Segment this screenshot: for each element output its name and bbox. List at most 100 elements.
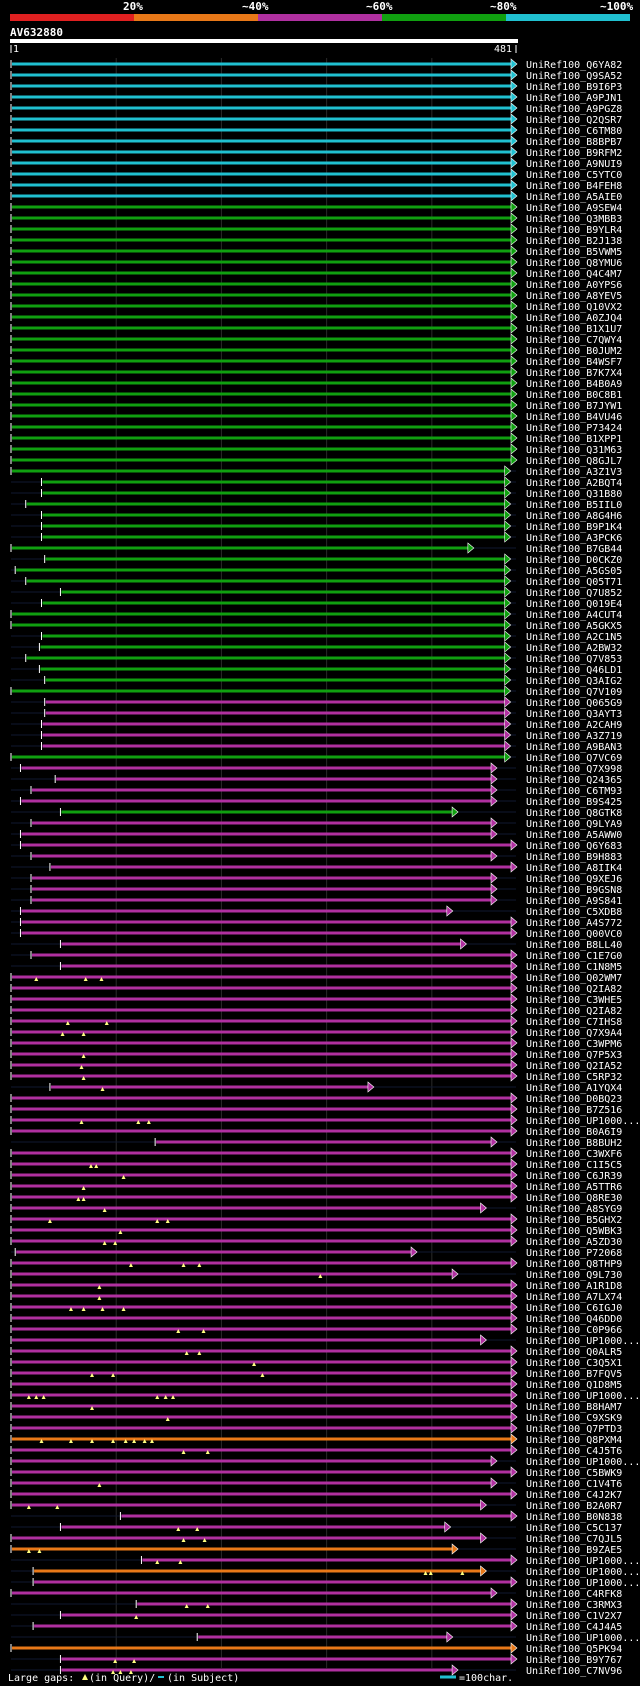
hit-label[interactable]: UniRef100_Q3AYT3 xyxy=(526,709,622,720)
hit-row[interactable]: UniRef100_A5TTR6 xyxy=(10,1180,622,1193)
hit-label[interactable]: UniRef100_C6TM80 xyxy=(526,126,622,137)
hit-label[interactable]: UniRef100_Q8YMU6 xyxy=(526,258,622,269)
hit-row[interactable]: UniRef100_A2C1N5 xyxy=(11,630,622,643)
hit-row[interactable]: UniRef100_A4S772 xyxy=(11,916,622,929)
hit-label[interactable]: UniRef100_A0ZJQ4 xyxy=(526,313,622,324)
hit-row[interactable]: UniRef100_C5C137 xyxy=(11,1521,622,1534)
hit-label[interactable]: UniRef100_Q8GJL7 xyxy=(526,456,622,467)
hit-row[interactable]: UniRef100_B5GHX2 xyxy=(10,1213,622,1226)
hit-label[interactable]: UniRef100_Q31M63 xyxy=(526,445,622,456)
hit-row[interactable]: UniRef100_B9Y767 xyxy=(11,1653,622,1666)
hit-label[interactable]: UniRef100_C7IHS8 xyxy=(526,1017,622,1028)
hit-row[interactable]: UniRef100_P72068 xyxy=(11,1246,622,1259)
hit-label[interactable]: UniRef100_D0CKZ0 xyxy=(526,555,622,566)
hit-row[interactable]: UniRef100_Q6Y683 xyxy=(11,839,622,852)
hit-label[interactable]: UniRef100_UP1000... xyxy=(526,1336,640,1347)
hit-row[interactable]: UniRef100_Q7U852 xyxy=(11,586,622,599)
hit-row[interactable]: UniRef100_Q46DD0 xyxy=(10,1312,622,1325)
hit-row[interactable]: UniRef100_C3Q5X1 xyxy=(10,1356,622,1369)
hit-label[interactable]: UniRef100_B4FEH8 xyxy=(526,181,622,192)
hit-label[interactable]: UniRef100_Q7VC69 xyxy=(526,753,622,764)
hit-label[interactable]: UniRef100_Q2IA82 xyxy=(526,984,622,995)
hit-row[interactable]: UniRef100_A9PGZ8 xyxy=(10,102,622,115)
hit-row[interactable]: UniRef100_C5RP32 xyxy=(10,1070,622,1083)
hit-row[interactable]: UniRef100_Q3MBB3 xyxy=(10,212,622,225)
hit-label[interactable]: UniRef100_Q7V853 xyxy=(526,654,622,665)
hit-row[interactable]: UniRef100_Q2IA82 xyxy=(10,982,622,995)
hit-row[interactable]: UniRef100_B9S425 xyxy=(11,795,622,808)
hit-row[interactable]: UniRef100_A1R1D8 xyxy=(10,1279,622,1292)
hit-row[interactable]: UniRef100_A8YEV5 xyxy=(10,289,622,302)
hit-label[interactable]: UniRef100_C6IGJ0 xyxy=(526,1303,622,1314)
hit-label[interactable]: UniRef100_B9H883 xyxy=(526,852,622,863)
hit-label[interactable]: UniRef100_C6TM93 xyxy=(526,786,622,797)
hit-row[interactable]: UniRef100_A8G4H6 xyxy=(11,509,622,522)
hit-row[interactable]: UniRef100_A0ZJQ4 xyxy=(10,311,622,324)
hit-label[interactable]: UniRef100_Q05T71 xyxy=(526,577,622,588)
hit-row[interactable]: UniRef100_Q31M63 xyxy=(10,443,622,456)
hit-label[interactable]: UniRef100_Q9XEJ6 xyxy=(526,874,622,885)
hit-label[interactable]: UniRef100_C5C137 xyxy=(526,1523,622,1534)
hit-row[interactable]: UniRef100_A9NUI9 xyxy=(10,157,622,170)
hit-row[interactable]: UniRef100_B5IIL0 xyxy=(11,498,622,511)
hit-label[interactable]: UniRef100_Q9LYA9 xyxy=(526,819,622,830)
hit-row[interactable]: UniRef100_B0N838 xyxy=(11,1510,622,1523)
hit-label[interactable]: UniRef100_A9PJN1 xyxy=(526,93,622,104)
hit-row[interactable]: UniRef100_Q2IA82 xyxy=(10,1004,622,1017)
hit-row[interactable]: UniRef100_A5AWW0 xyxy=(11,828,622,841)
hit-row[interactable]: UniRef100_B7FQV5 xyxy=(10,1367,622,1380)
hit-label[interactable]: UniRef100_C6JR39 xyxy=(526,1171,622,1182)
hit-label[interactable]: UniRef100_Q0ALR5 xyxy=(526,1347,622,1358)
hit-label[interactable]: UniRef100_C4J2K7 xyxy=(526,1490,622,1501)
hit-label[interactable]: UniRef100_A7LX74 xyxy=(526,1292,622,1303)
hit-label[interactable]: UniRef100_C4J5T6 xyxy=(526,1446,622,1457)
hit-row[interactable]: UniRef100_A5GKX5 xyxy=(10,619,622,632)
hit-row[interactable]: UniRef100_Q7X9A4 xyxy=(10,1026,622,1039)
hit-label[interactable]: UniRef100_UP1000... xyxy=(526,1457,640,1468)
hit-row[interactable]: UniRef100_A2BW32 xyxy=(11,641,622,654)
hit-row[interactable]: UniRef100_Q46LD1 xyxy=(11,663,622,676)
hit-label[interactable]: UniRef100_A9BAN3 xyxy=(526,742,622,753)
hit-label[interactable]: UniRef100_B7JYW1 xyxy=(526,401,622,412)
hit-row[interactable]: UniRef100_Q019E4 xyxy=(11,597,622,610)
hit-label[interactable]: UniRef100_B4WSF7 xyxy=(526,357,622,368)
hit-row[interactable]: UniRef100_UP1000... xyxy=(11,1631,640,1644)
hit-row[interactable]: UniRef100_Q7V109 xyxy=(10,685,622,698)
hit-row[interactable]: UniRef100_Q8YMU6 xyxy=(10,256,622,269)
hit-row[interactable]: UniRef100_A3PCK6 xyxy=(11,531,622,544)
hit-row[interactable]: UniRef100_Q7PTD3 xyxy=(10,1422,622,1435)
hit-label[interactable]: UniRef100_C5XDB8 xyxy=(526,907,622,918)
hit-row[interactable]: UniRef100_B1XPP1 xyxy=(10,432,622,445)
hit-label[interactable]: UniRef100_Q8PXM4 xyxy=(526,1435,622,1446)
hit-label[interactable]: UniRef100_A8IIK4 xyxy=(526,863,622,874)
hit-row[interactable]: UniRef100_B9H883 xyxy=(11,850,622,863)
hit-row[interactable]: UniRef100_C9XSK9 xyxy=(10,1411,622,1424)
hit-row[interactable]: UniRef100_A5GS05 xyxy=(11,564,622,577)
hit-label[interactable]: UniRef100_C1V2X7 xyxy=(526,1611,622,1622)
hit-label[interactable]: UniRef100_A4S772 xyxy=(526,918,622,929)
hit-row[interactable]: UniRef100_Q7P5X3 xyxy=(10,1048,622,1061)
hit-label[interactable]: UniRef100_C5YTC0 xyxy=(526,170,622,181)
hit-row[interactable]: UniRef100_A9SEW4 xyxy=(10,201,622,214)
hit-label[interactable]: UniRef100_B9GSN8 xyxy=(526,885,622,896)
hit-row[interactable]: UniRef100_Q0ALR5 xyxy=(10,1345,622,1358)
hit-row[interactable]: UniRef100_A8SYG9 xyxy=(10,1202,622,1215)
hit-row[interactable]: UniRef100_Q8PXM4 xyxy=(10,1433,622,1446)
hit-row[interactable]: UniRef100_Q9LYA9 xyxy=(11,817,622,830)
hit-label[interactable]: UniRef100_C5BWK9 xyxy=(526,1468,622,1479)
hit-row[interactable]: UniRef100_B7JYW1 xyxy=(10,399,622,412)
hit-row[interactable]: UniRef100_C4J4A5 xyxy=(11,1620,622,1633)
hit-row[interactable]: UniRef100_Q05T71 xyxy=(11,575,622,588)
hit-label[interactable]: UniRef100_B7GB44 xyxy=(526,544,622,555)
hit-row[interactable]: UniRef100_C7QJL5 xyxy=(10,1532,622,1545)
hit-row[interactable]: UniRef100_P73424 xyxy=(10,421,622,434)
hit-label[interactable]: UniRef100_A4CUT4 xyxy=(526,610,622,621)
hit-label[interactable]: UniRef100_B9RFM2 xyxy=(526,148,622,159)
hit-label[interactable]: UniRef100_B2A0R7 xyxy=(526,1501,622,1512)
hit-label[interactable]: UniRef100_C7QJL5 xyxy=(526,1534,622,1545)
hit-label[interactable]: UniRef100_B9S425 xyxy=(526,797,622,808)
hit-row[interactable]: UniRef100_C4RFK8 xyxy=(10,1587,622,1600)
hit-row[interactable]: UniRef100_B9YLR4 xyxy=(10,223,622,236)
hit-label[interactable]: UniRef100_B8BUH2 xyxy=(526,1138,622,1149)
hit-label[interactable]: UniRef100_Q7X998 xyxy=(526,764,622,775)
